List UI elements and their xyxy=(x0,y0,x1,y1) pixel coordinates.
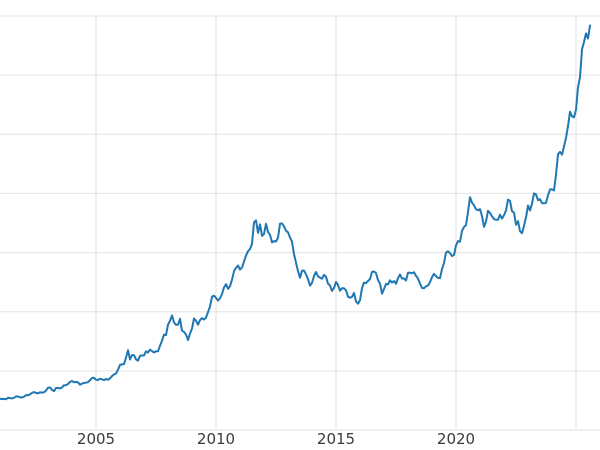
x-axis-tick-2020: 2020 xyxy=(436,430,476,448)
x-axis-tick-2015: 2015 xyxy=(316,430,356,448)
x-axis-tick-2005: 2005 xyxy=(76,430,116,448)
x-axis-tick-2010: 2010 xyxy=(196,430,236,448)
